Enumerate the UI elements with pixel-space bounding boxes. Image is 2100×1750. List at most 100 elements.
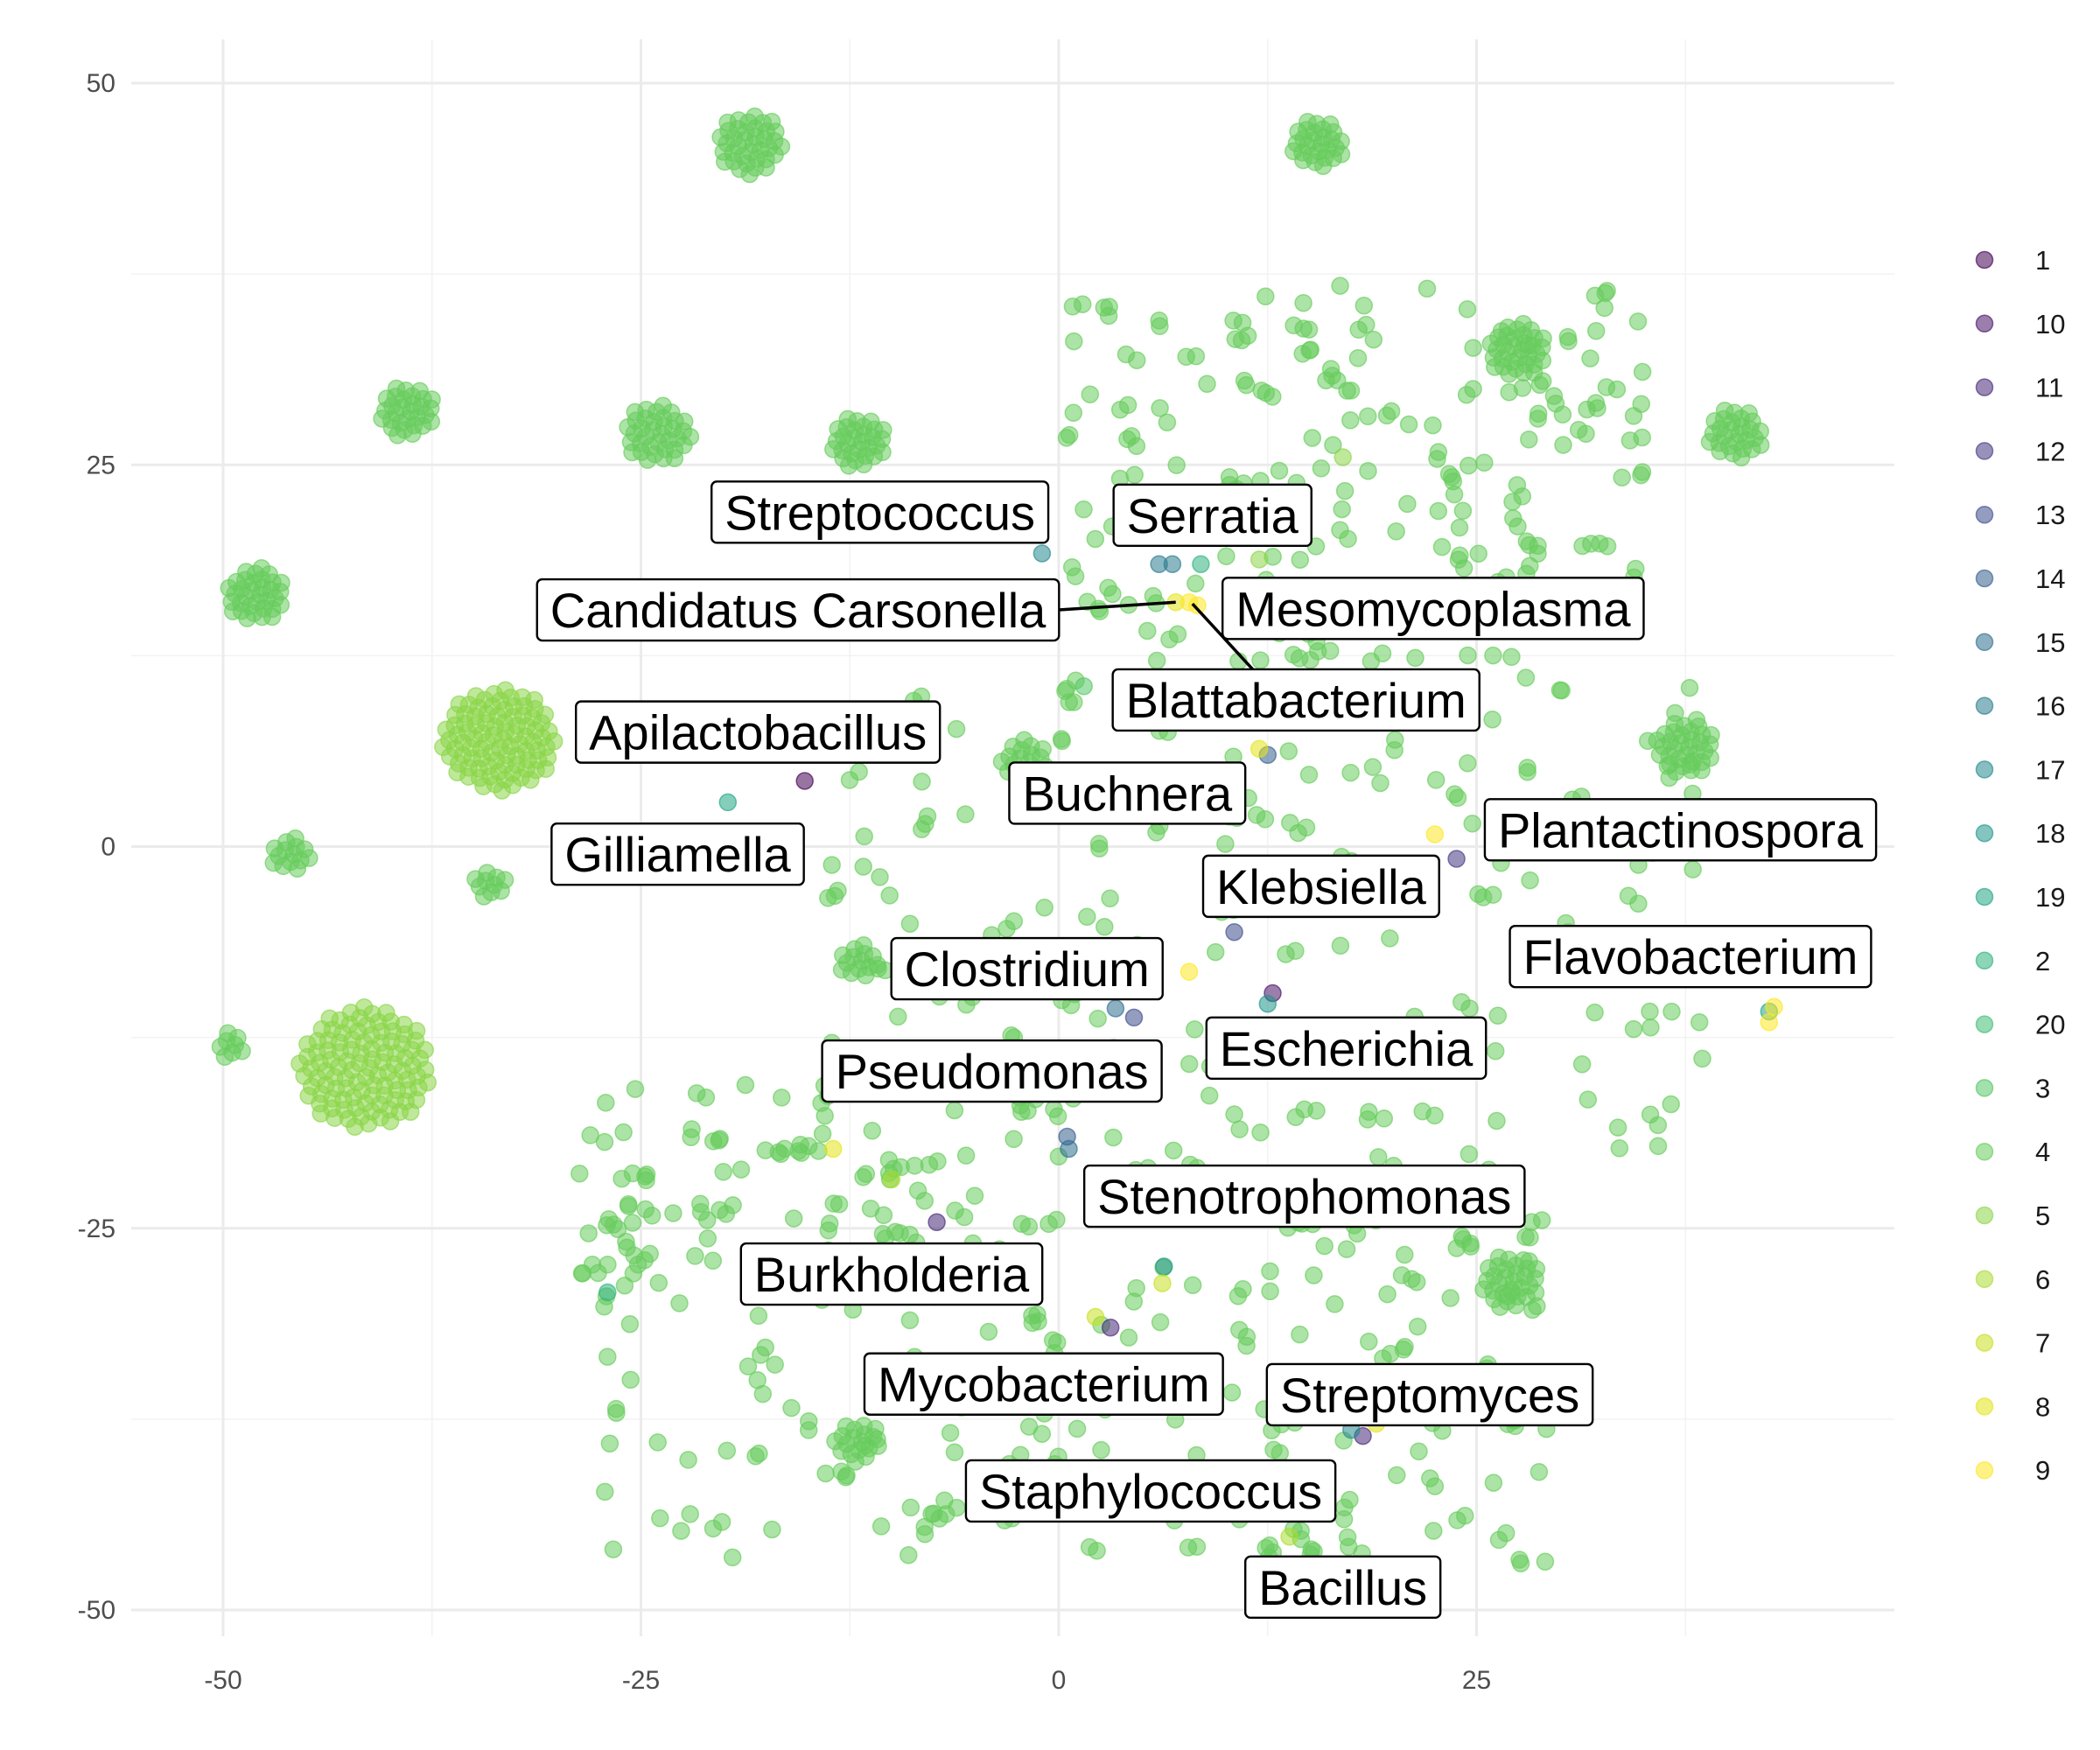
data-point [1558,327,1578,346]
data-point [1313,157,1333,176]
data-point [869,959,887,978]
data-point [740,164,760,184]
data-point [1452,992,1471,1012]
cluster-label-text: Streptococcus [724,485,1035,540]
data-point [1381,929,1399,948]
data-point [493,781,511,800]
data-point [1230,1120,1249,1138]
data-point [1453,501,1473,521]
data-point [320,1009,339,1028]
data-point [1648,1137,1668,1156]
data-point [1508,517,1527,536]
data-point [1127,437,1146,455]
data-point [1086,529,1105,549]
data-point [1586,321,1606,340]
data-point [1250,550,1269,569]
data-point [1192,555,1210,573]
data-point [1586,286,1605,305]
data-point [596,1482,614,1502]
data-point [599,1210,619,1228]
data-point [1441,1289,1460,1307]
data-point [816,1106,834,1125]
data-point [1553,405,1572,424]
data-point [1598,537,1617,556]
data-point [1633,362,1652,382]
data-point [773,1088,791,1107]
data-point [863,1122,882,1140]
data-point [434,738,452,757]
data-point [1284,645,1303,664]
data-point [648,1433,667,1452]
data-point [901,1498,920,1517]
data-point [665,449,684,468]
data-point [233,1042,251,1060]
data-point [1666,704,1684,723]
data-point [1099,306,1118,326]
data-point [1359,462,1377,480]
data-point [1483,710,1502,729]
data-point [1396,1245,1414,1264]
cluster-label: Mesomycoplasma [1222,577,1645,640]
data-point [1459,646,1477,665]
data-point [945,1101,964,1120]
data-point [681,1505,699,1523]
data-point [1060,1139,1078,1158]
data-point [1425,825,1445,844]
data-point [1469,544,1488,563]
data-point [1407,1272,1426,1292]
legend-label: 1 [2035,245,2050,276]
data-point [1297,818,1316,836]
data-point [1104,1128,1123,1147]
data-point [1624,1019,1643,1039]
data-point [1294,293,1312,312]
y-tick-label: 25 [87,451,116,480]
cluster-label-box [1112,483,1312,548]
legend-label: 10 [2035,309,2065,340]
data-point [1299,320,1319,339]
data-point [799,1421,818,1439]
data-point [416,1040,434,1060]
data-point [1035,898,1054,917]
legend-key [1975,696,1994,715]
cluster-label-text: Mycobacterium [878,1357,1210,1412]
data-point [1375,1110,1394,1128]
legend-label: 20 [2035,1010,2065,1040]
data-point [1086,1307,1105,1326]
data-point [846,1452,864,1471]
data-point [1572,1055,1592,1074]
data-point [623,443,641,462]
data-point [1247,806,1266,824]
data-point [1450,518,1469,537]
data-point [271,595,290,614]
data-point [854,936,873,955]
data-point [900,914,920,933]
cluster-label-text: Serratia [1127,488,1299,543]
data-point [1225,1105,1243,1124]
data-point [1125,466,1144,484]
data-point [850,762,868,781]
data-point [1364,330,1383,349]
data-point [418,1073,438,1092]
cluster-label: Gilliamella [550,822,805,886]
data-point [1163,555,1182,573]
data-point [600,1434,620,1452]
data-point [1088,1542,1106,1560]
data-point [264,853,283,872]
data-point [1536,1552,1555,1571]
legend-label: 12 [2035,436,2065,466]
data-point [1439,465,1459,483]
data-point [1662,1095,1680,1114]
legend-key [1975,442,1994,460]
legend-label: 6 [2035,1264,2050,1295]
cluster-label-text: Streptomyces [1280,1368,1579,1423]
data-point [920,1155,939,1174]
data-point [1529,544,1547,563]
data-point [1216,835,1235,853]
legend-key [1975,951,1994,970]
data-point [965,1186,984,1205]
data-point [536,705,555,724]
data-point [606,1399,626,1418]
data-point [900,1546,918,1564]
data-point [1004,1130,1023,1149]
data-point [1633,463,1652,481]
